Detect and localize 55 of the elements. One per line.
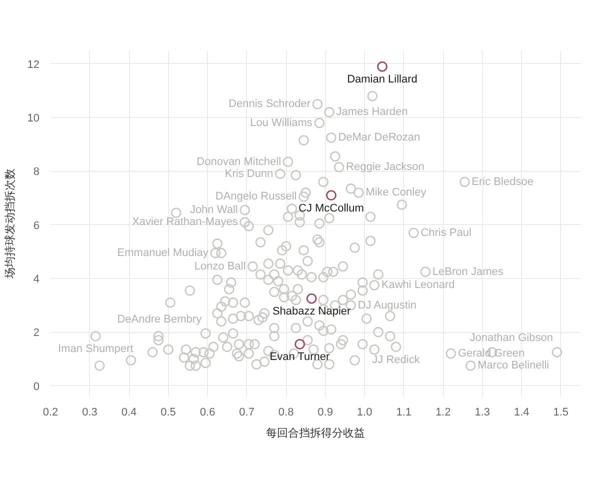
x-tick-label: 0.8: [278, 406, 294, 418]
annotation: DJ Augustin: [358, 299, 417, 312]
y-tick-label: 12: [27, 58, 40, 71]
annotation: DeMar DeRozan: [338, 132, 420, 144]
annotation: Lou Williams: [250, 116, 313, 129]
x-tick-label: 0.4: [121, 406, 137, 418]
annotation: DAngelo Russell: [215, 190, 297, 203]
series-label: Shabazz Napier: [272, 306, 352, 318]
x-tick-label: 0.5: [160, 406, 176, 418]
annotation: Iman Shumpert: [58, 343, 134, 356]
y-axis-title: 场均持球发动挡拆次数: [3, 168, 16, 280]
annotation: Xavier Rathan-Mayes: [132, 216, 238, 228]
annotation: Kris Dunn: [224, 168, 274, 180]
series-label: Damian Lillard: [347, 74, 418, 86]
annotation: Reggie Jackson: [346, 161, 424, 174]
x-tick-label: 0.9: [318, 406, 333, 418]
annotation: LeBron James: [432, 266, 504, 278]
annotation: Marco Belinelli: [478, 360, 550, 372]
y-tick-label: 8: [33, 166, 40, 178]
annotation: Kawhi Leonard: [381, 279, 455, 292]
y-tick-label: 2: [33, 327, 40, 340]
point: [306, 293, 317, 304]
annotation: John Wall: [190, 204, 238, 216]
point: [294, 339, 305, 350]
x-axis-title: 每回合挡拆得分收益: [266, 426, 365, 440]
annotation: Emmanuel Mudiay: [117, 247, 209, 260]
x-tick-label: 0.6: [200, 406, 216, 418]
annotation: Chris Paul: [420, 226, 472, 239]
y-tick-label: 4: [33, 273, 40, 286]
point: [377, 61, 388, 72]
annotation: Dennis Schroder: [228, 98, 311, 110]
y-tick-label: 6: [33, 220, 40, 232]
series-label: CJ McCollum: [298, 202, 364, 214]
x-tick-label: 1.0: [356, 406, 372, 418]
annotation: Eric Bledsoe: [472, 176, 534, 188]
annotation: Lonzo Ball: [194, 260, 246, 272]
x-tick-label: 0.7: [239, 406, 254, 418]
x-tick-label: 0.2: [42, 406, 58, 418]
series-label: Evan Turner: [270, 351, 330, 364]
x-tick-label: 1.3: [474, 406, 490, 418]
annotation: James Harden: [336, 106, 408, 118]
annotation: DeAndre Bembry: [117, 313, 202, 326]
point: [326, 190, 336, 201]
x-tick-label: 1.4: [514, 406, 530, 418]
annotation: Jonathan Gibson: [470, 332, 553, 344]
x-tick-label: 1.1: [396, 406, 412, 418]
x-tick-label: 1.2: [435, 406, 451, 418]
y-tick-label: 10: [27, 112, 40, 125]
x-tick-label: 1.5: [553, 406, 569, 418]
annotation: Mike Conley: [366, 186, 427, 199]
annotation: JJ Redick: [372, 354, 420, 366]
x-tick-label: 0.3: [82, 406, 98, 418]
annotation: Donovan Mitchell: [196, 156, 282, 168]
y-tick-label: 0: [33, 380, 40, 393]
annotation: Gerald Green: [458, 348, 525, 360]
